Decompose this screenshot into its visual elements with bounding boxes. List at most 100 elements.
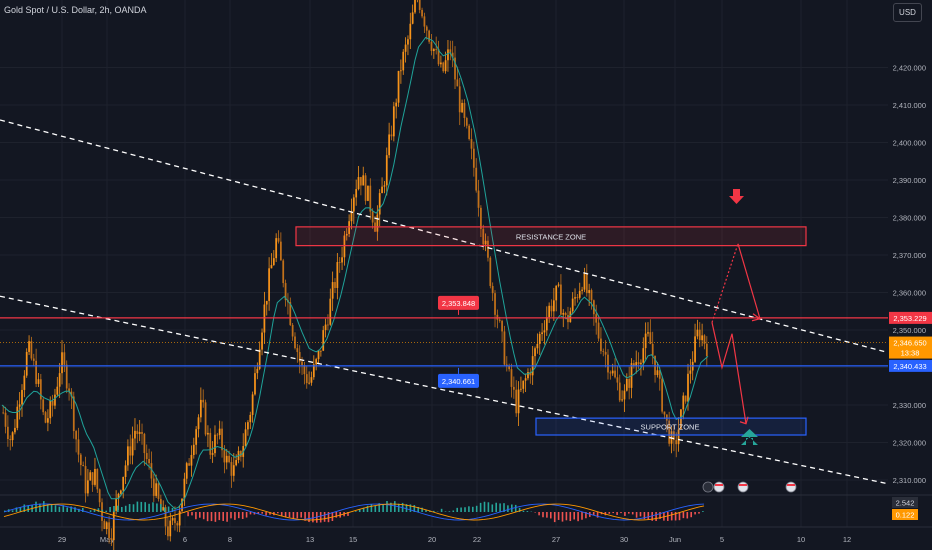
candle-body	[529, 372, 532, 376]
candle-body	[282, 260, 285, 284]
candle-body	[211, 453, 214, 455]
price-tag-label: 2,340.433	[893, 362, 926, 371]
candle-body	[428, 30, 431, 42]
candle-body	[141, 432, 143, 434]
oscillator-bar	[265, 512, 267, 516]
flag-stripe	[739, 484, 747, 486]
candle-body	[487, 240, 489, 258]
candle-body	[585, 273, 588, 294]
candle-body	[557, 284, 560, 286]
candle-body	[91, 472, 94, 485]
oscillator-bar	[514, 504, 517, 512]
candle-body	[651, 343, 654, 356]
candle-body	[75, 431, 78, 440]
oscillator-bar	[347, 512, 349, 516]
oscillator-bar	[11, 510, 14, 512]
candle-body	[232, 465, 235, 476]
x-tick-label: Jun	[669, 535, 681, 544]
x-tick-label: 29	[58, 535, 66, 544]
candle-body	[23, 375, 26, 390]
candle-body	[430, 41, 433, 52]
oscillator-bar	[160, 504, 162, 512]
oscillator-bar	[518, 507, 521, 512]
candle-body	[7, 426, 9, 440]
candle-body	[256, 368, 259, 374]
candle-body	[576, 297, 579, 299]
flag-stripe	[715, 484, 723, 486]
candle-body	[63, 352, 66, 365]
candle-body	[119, 490, 122, 494]
oscillator-bar	[397, 503, 400, 512]
candle-body	[698, 329, 701, 341]
candle-body	[517, 389, 520, 414]
candle-body	[503, 331, 506, 365]
oscillator-bar	[335, 512, 338, 518]
candle-body	[571, 298, 574, 312]
oscillator-bar	[261, 512, 263, 514]
currency-button[interactable]: USD	[893, 3, 922, 22]
x-tick-label: 15	[349, 535, 357, 544]
candle-body	[87, 480, 89, 494]
oscillator-bar	[206, 512, 209, 522]
oscillator-bar	[323, 512, 326, 522]
oscillator-bar	[167, 506, 170, 512]
candle-body	[96, 468, 99, 490]
candle-body	[9, 439, 12, 441]
candle-body	[376, 214, 379, 232]
oscillator-line-2	[3, 503, 705, 521]
candle-body	[105, 522, 108, 530]
candle-body	[684, 395, 687, 402]
candle-body	[192, 444, 195, 455]
candle-body	[616, 377, 619, 383]
oscillator-bar	[226, 512, 228, 522]
y-tick-label: 2,380.000	[893, 214, 926, 223]
candle-body	[614, 370, 616, 378]
candle-body	[32, 358, 35, 361]
candle-body	[108, 522, 110, 539]
candle-body	[39, 379, 42, 400]
oscillator-bar	[93, 508, 96, 512]
candle-body	[632, 363, 635, 366]
candle-body	[77, 439, 80, 455]
oscillator-bar	[43, 501, 45, 512]
oscillator-value-2: 0.122	[896, 511, 915, 520]
candle-body	[284, 283, 287, 301]
candle-body	[562, 312, 565, 315]
candle-body	[4, 412, 7, 427]
moving-average-line	[1, 36, 709, 510]
countdown-label: 13:38	[901, 349, 920, 358]
candle-body	[440, 62, 442, 65]
candle-body	[338, 262, 341, 263]
candle-body	[171, 518, 174, 521]
candle-body	[360, 177, 362, 186]
candle-body	[58, 373, 61, 387]
oscillator-bar	[678, 512, 681, 521]
candle-body	[705, 343, 708, 356]
oscillator-bar	[631, 512, 634, 515]
candle-body	[150, 463, 153, 479]
oscillator-bar	[19, 507, 22, 512]
candle-body	[14, 427, 16, 433]
value-label-text: 2,353.848	[442, 299, 475, 308]
oscillator-bar	[288, 512, 291, 518]
candle-body	[341, 257, 343, 263]
oscillator-bar	[117, 505, 119, 512]
candle-body	[223, 450, 226, 463]
candle-body	[261, 332, 263, 350]
support-value-label	[438, 373, 479, 388]
oscillator-bar	[491, 504, 494, 512]
oscillator-bar	[121, 506, 123, 512]
candle-body	[37, 379, 40, 384]
candle-body	[70, 391, 73, 397]
candle-body	[482, 228, 485, 245]
oscillator-bar	[280, 512, 283, 516]
candle-body	[689, 370, 692, 374]
candle-body	[501, 320, 503, 332]
candle-body	[437, 49, 440, 65]
candle-body	[703, 335, 706, 344]
candle-body	[47, 418, 49, 423]
candle-body	[628, 378, 631, 388]
candle-body	[68, 388, 70, 392]
